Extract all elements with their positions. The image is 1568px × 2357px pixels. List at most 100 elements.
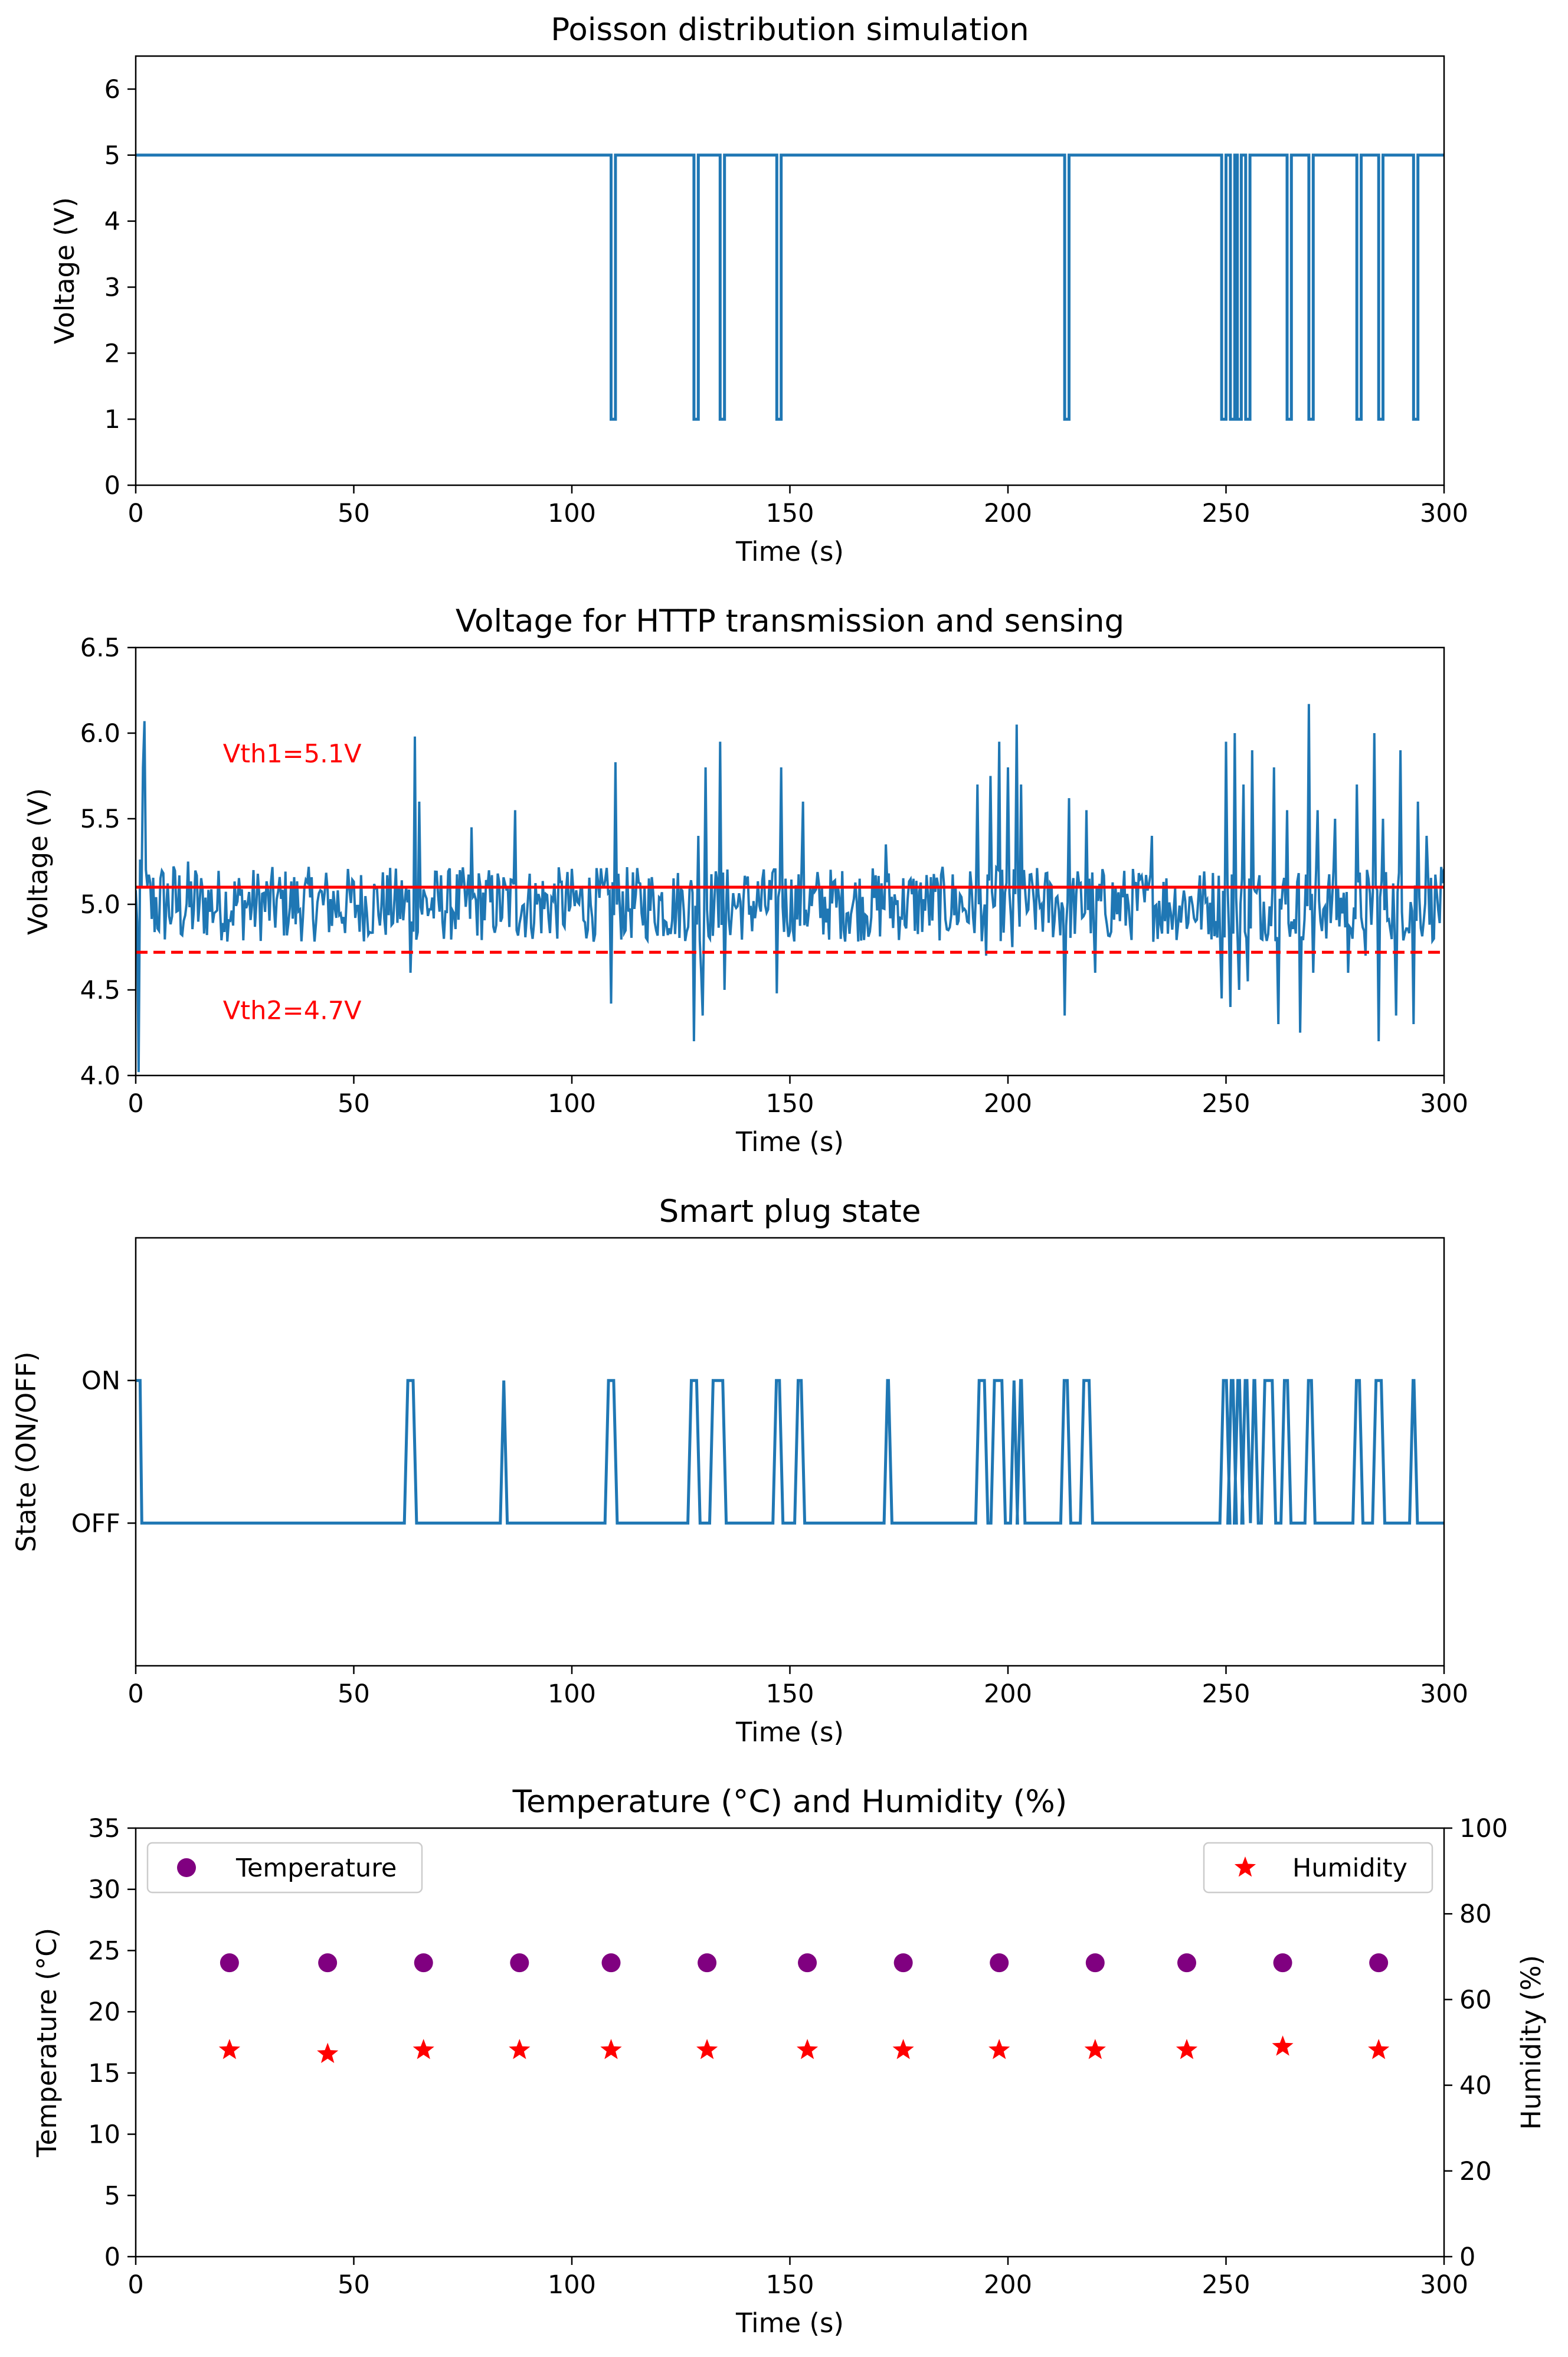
y-tick-label: 4.0 <box>80 1061 120 1091</box>
humidity-point <box>988 2039 1010 2059</box>
y-right-tick-label: 60 <box>1459 1985 1492 2015</box>
humidity-point <box>696 2039 718 2059</box>
humidity-point <box>797 2039 819 2059</box>
plot-frame <box>135 55 1445 486</box>
x-tick-label: 0 <box>127 1089 143 1119</box>
humidity-point <box>413 2039 434 2059</box>
y-tick-label: 6.5 <box>80 633 120 663</box>
y-tick-label: 30 <box>88 1875 120 1905</box>
y-tick-label: 5 <box>104 2181 120 2211</box>
legend-temperature-marker <box>177 1858 196 1877</box>
x-tick-label: 150 <box>765 1679 814 1709</box>
series-line-state <box>136 1379 1444 1525</box>
x-tick-label: 150 <box>765 2270 814 2300</box>
x-tick-label: 100 <box>548 1089 596 1119</box>
plot-frame <box>135 646 1445 1077</box>
y-axis-label: State (ON/OFF) <box>11 1352 42 1552</box>
chart-title: Temperature (°C) and Humidity (%) <box>512 1784 1068 1820</box>
x-axis-label: Time (s) <box>735 1126 844 1158</box>
x-tick-label: 0 <box>127 499 143 528</box>
temperature-point <box>414 1953 433 1973</box>
subplot-1: Poisson distribution simulation 0 50 100 150… <box>49 12 1468 567</box>
temperature-point <box>510 1953 529 1973</box>
x-tick-label: 200 <box>984 2270 1032 2300</box>
threshold-label-vth2: Vth2=4.7V <box>223 996 362 1025</box>
x-axis-label: Time (s) <box>735 536 844 567</box>
temperature-point <box>698 1953 717 1973</box>
y-tick-label: 0 <box>104 2242 120 2272</box>
humidity-point <box>509 2039 531 2059</box>
humidity-point <box>892 2039 914 2059</box>
x-tick-label: 300 <box>1420 1679 1468 1709</box>
plot-area <box>136 704 1444 1073</box>
threshold-label-vth1: Vth1=5.1V <box>223 739 362 769</box>
y-right-tick-label: 0 <box>1459 2242 1475 2272</box>
humidity-point <box>218 2039 240 2059</box>
legend-temperature-label: Temperature <box>235 1853 397 1883</box>
humidity-point <box>1368 2039 1390 2059</box>
legend-humidity: Humidity <box>1203 1842 1433 1894</box>
temperature-point <box>1273 1953 1292 1973</box>
plot-frame <box>135 1827 1445 2258</box>
x-tick-label: 200 <box>984 499 1032 528</box>
x-tick-label: 150 <box>765 499 814 528</box>
y-tick-label: ON <box>81 1367 120 1396</box>
y-right-tick-label: 80 <box>1459 1900 1492 1929</box>
y-tick-label: 3 <box>104 273 120 302</box>
x-tick-label: 100 <box>548 499 596 528</box>
temperature-point <box>1085 1953 1105 1973</box>
y-tick-label: 5.0 <box>80 890 120 920</box>
x-tick-label: 100 <box>548 2270 596 2300</box>
x-axis-label: Time (s) <box>735 2307 844 2339</box>
x-tick-label: 50 <box>338 2270 370 2300</box>
legend-box <box>1203 1842 1433 1894</box>
y-tick-label: 6 <box>104 75 120 104</box>
y-tick-label: 2 <box>104 339 120 368</box>
x-tick-label: 200 <box>984 1089 1032 1119</box>
series-line-voltage <box>136 153 1444 421</box>
x-tick-label: 300 <box>1420 499 1468 528</box>
y-tick-label: 4 <box>104 207 120 237</box>
temperature-point <box>990 1953 1009 1973</box>
plot-area <box>136 1379 1444 1525</box>
legend-box <box>146 1842 423 1894</box>
y-axis-label: Temperature (°C) <box>31 1928 63 2157</box>
temperature-point <box>318 1953 338 1973</box>
x-tick-label: 200 <box>984 1679 1032 1709</box>
humidity-point <box>317 2042 339 2063</box>
humidity-point <box>1176 2039 1198 2059</box>
chart-title: Poisson distribution simulation <box>551 12 1029 48</box>
y-tick-label: 4.5 <box>80 976 120 1005</box>
temperature-point <box>1369 1953 1389 1973</box>
subplot-2: Voltage for HTTP transmission and sensin… <box>22 603 1468 1158</box>
humidity-point <box>1084 2039 1106 2059</box>
x-tick-label: 300 <box>1420 1089 1468 1119</box>
y-tick-label: 20 <box>88 1998 120 2027</box>
x-axis-label: Time (s) <box>735 1717 844 1748</box>
legend-humidity-label: Humidity <box>1292 1853 1407 1883</box>
y-right-axis-label: Humidity (%) <box>1515 1955 1547 2130</box>
temperature-point <box>601 1953 621 1973</box>
y-tick-label: 6.0 <box>80 719 120 748</box>
legend-humidity-marker <box>1234 1856 1256 1877</box>
humidity-point <box>600 2039 622 2059</box>
temperature-point <box>798 1953 817 1973</box>
x-tick-label: 250 <box>1202 1679 1250 1709</box>
legend-temperature: Temperature <box>146 1842 423 1894</box>
subplot-4: Temperature (°C) and Humidity (%)0 50 100 1… <box>31 1784 1547 2339</box>
temperature-point <box>893 1953 913 1973</box>
x-tick-label: 250 <box>1202 2270 1250 2300</box>
x-tick-label: 0 <box>127 2270 143 2300</box>
plot-area <box>136 153 1444 421</box>
y-tick-label: 15 <box>88 2059 120 2088</box>
x-tick-label: 300 <box>1420 2270 1468 2300</box>
y-tick-label: OFF <box>71 1509 120 1538</box>
x-tick-label: 250 <box>1202 499 1250 528</box>
series-line-voltage-noise <box>136 704 1444 1073</box>
y-axis-label: Voltage (V) <box>49 197 80 344</box>
temperature-point <box>1177 1953 1196 1973</box>
x-tick-label: 50 <box>338 499 370 528</box>
x-tick-label: 0 <box>127 1679 143 1709</box>
plot-area <box>218 1953 1390 2063</box>
